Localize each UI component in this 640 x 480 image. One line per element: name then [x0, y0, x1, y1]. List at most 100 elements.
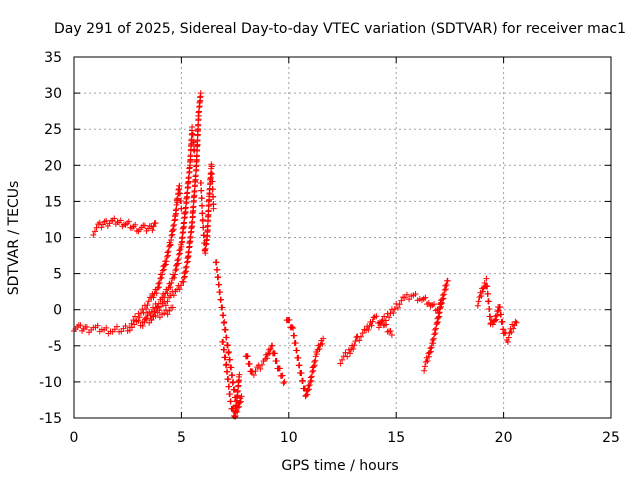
data-point	[122, 322, 129, 329]
data-point	[427, 345, 434, 352]
data-point	[492, 317, 499, 324]
chart-title: Day 291 of 2025, Sidereal Day-to-day VTE…	[54, 21, 626, 37]
series-late	[474, 275, 520, 345]
data-point	[403, 291, 410, 298]
data-point	[96, 219, 103, 226]
data-point	[376, 324, 383, 331]
data-point	[206, 196, 213, 203]
data-point	[189, 124, 196, 131]
data-point	[498, 311, 505, 318]
data-point	[166, 307, 173, 314]
data-point	[319, 340, 326, 347]
data-point	[425, 299, 432, 306]
data-point	[141, 222, 148, 229]
data-point	[279, 372, 286, 379]
data-point	[429, 337, 436, 344]
x-tick-label: 0	[70, 430, 79, 446]
data-point	[432, 325, 439, 332]
data-point	[486, 305, 493, 312]
data-point	[162, 261, 169, 268]
data-point	[198, 179, 205, 186]
data-point	[386, 314, 393, 321]
data-point	[439, 292, 446, 299]
data-point	[225, 376, 232, 383]
data-point	[91, 228, 98, 235]
data-point	[257, 365, 264, 372]
data-point	[292, 339, 299, 346]
data-point	[150, 294, 157, 301]
data-point	[155, 284, 162, 291]
data-point	[164, 298, 171, 305]
series-cluster-8	[242, 342, 288, 387]
data-point	[441, 291, 448, 298]
data-point	[289, 324, 296, 331]
series-rise-b	[139, 124, 198, 329]
data-point	[273, 357, 280, 364]
data-point	[227, 398, 234, 405]
data-point	[269, 342, 276, 349]
y-tick-label: -10	[39, 375, 62, 391]
data-point	[90, 231, 97, 238]
data-point	[136, 314, 143, 321]
data-point	[510, 325, 517, 332]
data-point	[148, 317, 155, 324]
data-point	[169, 304, 176, 311]
data-point	[215, 274, 222, 281]
data-point	[142, 315, 149, 322]
data-point	[493, 312, 500, 319]
data-point	[171, 274, 178, 281]
data-point	[495, 307, 502, 314]
data-point	[219, 304, 226, 311]
series-dip-16	[421, 299, 445, 374]
data-point	[347, 350, 354, 357]
y-tick-label: 30	[44, 86, 62, 102]
data-point	[475, 298, 482, 305]
data-point	[209, 186, 216, 193]
data-point	[151, 309, 158, 316]
data-point	[221, 318, 228, 325]
data-points	[71, 90, 520, 420]
data-point	[382, 317, 389, 324]
data-point	[177, 198, 184, 205]
data-point	[295, 354, 302, 361]
data-point	[154, 285, 161, 292]
data-point	[357, 333, 364, 340]
data-point	[302, 392, 309, 399]
data-point	[499, 318, 506, 325]
data-point	[316, 345, 323, 352]
data-point	[430, 340, 437, 347]
data-point	[113, 323, 120, 330]
data-point	[164, 311, 171, 318]
data-point	[497, 304, 504, 311]
data-point	[381, 313, 388, 320]
y-tick-label: 35	[44, 50, 62, 66]
data-point	[390, 309, 397, 316]
data-point	[155, 280, 162, 287]
y-tick-label: 5	[53, 267, 62, 283]
data-point	[351, 342, 358, 349]
data-point	[170, 292, 177, 299]
data-point	[165, 248, 172, 255]
data-point	[431, 331, 438, 338]
y-tick-label: 10	[44, 231, 62, 247]
data-point	[216, 281, 223, 288]
data-point	[313, 351, 320, 358]
data-point	[431, 326, 438, 333]
data-point	[401, 294, 408, 301]
data-point	[145, 298, 152, 305]
data-point	[485, 298, 492, 305]
data-point	[477, 289, 484, 296]
data-point	[424, 357, 431, 364]
data-point	[177, 282, 184, 289]
data-point	[125, 218, 132, 225]
data-point	[146, 309, 153, 316]
data-point	[512, 318, 519, 325]
data-point	[164, 290, 171, 297]
data-point	[200, 224, 207, 231]
data-point	[227, 390, 234, 397]
data-point	[143, 306, 150, 313]
data-point	[443, 281, 450, 288]
data-point	[163, 253, 170, 260]
data-point	[167, 242, 174, 249]
data-point	[161, 310, 168, 317]
